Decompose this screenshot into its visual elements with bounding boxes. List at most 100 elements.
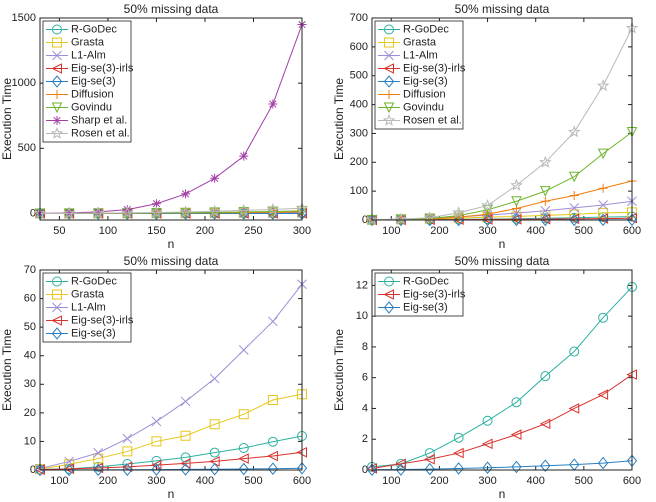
y-axis-label: Execution Time [0, 78, 14, 160]
marker [93, 448, 104, 458]
marker [179, 458, 191, 469]
y-axis-label: Execution Time [332, 329, 346, 411]
marker [63, 463, 75, 477]
marker [424, 453, 435, 465]
marker [209, 373, 220, 384]
marker [237, 203, 251, 216]
marker [268, 99, 278, 109]
legend-label: L1-Alm [71, 49, 106, 61]
y-tick-label: 400 [350, 98, 368, 110]
marker [208, 204, 221, 217]
marker [597, 389, 609, 400]
marker [482, 213, 493, 227]
axes-frame [371, 17, 633, 221]
marker [511, 213, 522, 227]
legend-marker [384, 37, 394, 48]
marker [598, 200, 608, 210]
x-axis-label: n [168, 237, 175, 251]
legend-label: Rosen et al. [403, 114, 462, 126]
y-tick-label: 0 [30, 464, 36, 476]
marker [296, 461, 308, 475]
legend-label: R-GoDec [403, 275, 449, 287]
legend-marker [383, 102, 395, 114]
legend-marker [51, 102, 63, 114]
legend-label: Diffusion [403, 88, 446, 100]
marker [64, 456, 74, 467]
marker [150, 205, 163, 218]
x-tick-label: 300 [147, 475, 165, 487]
chart-title: 50% missing data [124, 2, 219, 16]
x-tick-label: 250 [244, 225, 262, 237]
y-tick-label: 0 [362, 464, 368, 476]
legend-marker [51, 63, 62, 74]
y-tick-label: 0 [362, 214, 368, 226]
marker [91, 206, 105, 219]
marker [209, 462, 220, 476]
legend-marker [52, 37, 62, 48]
y-tick-label: 500 [18, 142, 36, 154]
x-tick-label: 400 [527, 475, 545, 487]
legend-label: Eig-se(3)-irls [71, 62, 134, 74]
series-line [39, 435, 303, 470]
series-line [371, 27, 633, 221]
legend-marker [52, 90, 62, 99]
legend-label: Eig-se(3)-irls [403, 288, 466, 300]
x-tick-label: 200 [196, 225, 214, 237]
y-axis-label: Execution Time [0, 329, 14, 411]
marker [539, 418, 551, 430]
marker [181, 189, 191, 199]
marker [238, 443, 249, 453]
y-tick-label: 60 [24, 292, 36, 304]
marker [122, 205, 132, 215]
x-tick-label: 100 [50, 475, 68, 487]
legend-marker [383, 63, 394, 74]
y-tick-label: 10 [356, 310, 368, 322]
marker [151, 463, 162, 476]
marker [510, 429, 522, 440]
series-line [371, 131, 633, 221]
series-line [39, 24, 303, 214]
legend-marker [384, 24, 394, 35]
x-tick-label: 600 [293, 475, 311, 487]
legend-marker [52, 276, 62, 287]
marker [597, 213, 609, 224]
marker [596, 79, 610, 92]
legend-label: Eig-se(3)-irls [71, 314, 134, 326]
marker [540, 459, 551, 472]
marker [453, 432, 464, 443]
axes-frame [39, 17, 303, 221]
legend-label: R-GoDec [71, 275, 117, 287]
marker [366, 463, 378, 476]
axes-frame [39, 269, 303, 471]
y-tick-label: 12 [356, 279, 368, 291]
marker [394, 212, 408, 225]
y-tick-label: 10 [24, 435, 36, 447]
marker [453, 447, 464, 459]
marker [540, 213, 551, 227]
x-tick-label: 200 [430, 475, 448, 487]
legend-marker [52, 289, 62, 300]
marker [511, 460, 522, 474]
marker [568, 403, 580, 414]
legend-marker [383, 289, 394, 300]
series-line [39, 451, 303, 471]
x-tick-label: 400 [527, 225, 545, 237]
x-tick-label: 100 [99, 225, 117, 237]
y-tick-label: 40 [24, 350, 36, 362]
y-tick-label: 70 [24, 264, 36, 276]
marker [569, 213, 580, 227]
x-axis-label: n [499, 487, 506, 501]
marker [365, 213, 379, 226]
marker [481, 198, 494, 211]
legend-marker [383, 75, 395, 88]
x-tick-label: 100 [382, 225, 400, 237]
marker [424, 448, 435, 459]
marker [239, 151, 249, 161]
x-tick-label: 200 [99, 475, 117, 487]
marker [511, 397, 522, 408]
marker [180, 452, 191, 463]
marker [238, 345, 249, 355]
marker [121, 206, 134, 219]
legend-label: Govindu [71, 101, 112, 113]
series-line [39, 207, 303, 214]
